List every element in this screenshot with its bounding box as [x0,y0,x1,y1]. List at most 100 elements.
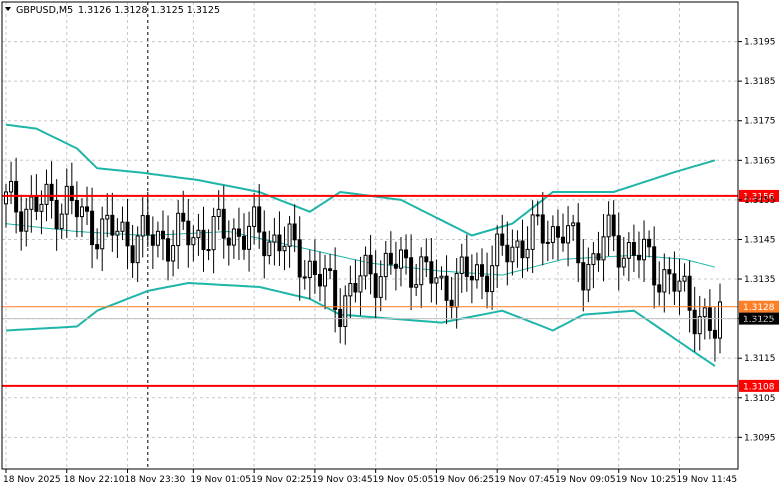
candle-body [130,245,135,264]
candle-body [444,275,449,301]
candle-body [155,230,160,246]
candle-body [206,249,211,252]
candle-body [277,234,282,252]
band-upper-line [5,123,716,237]
candle-body [302,276,307,279]
candle-body [19,211,24,232]
y-tick-label: 1.3175 [744,117,776,127]
candle-body [677,280,682,292]
candle-body [226,237,231,246]
candle-body [4,191,8,205]
candle-body [312,260,317,275]
x-tick-label: 19 Nov 03:45 [312,475,373,485]
band-lower-line [5,281,716,367]
candle-body [474,264,479,281]
candle-body [540,214,545,244]
candle-body [54,199,59,230]
candle-body [110,214,115,236]
candle-body [510,246,515,263]
candle-body [39,203,44,212]
y-tick-label: 1.3185 [744,77,776,87]
candle-body [242,235,246,250]
candle-body [95,244,100,250]
candle-body [409,257,414,288]
candle-body [652,246,657,286]
candle-body [581,262,586,291]
candle-body [697,316,702,335]
candle-body [196,229,201,239]
candle-body [135,235,140,264]
candle-body [454,272,459,308]
candle-body [687,275,692,311]
x-tick-label: 18 Nov 2025 [3,475,61,485]
y-tick-label: 1.3145 [744,235,776,245]
candle-body [480,264,484,277]
candle-body [383,252,388,278]
y-tick-label: 1.3125 [744,315,776,325]
candle-body [44,183,49,205]
candle-body [606,214,611,238]
candle-body [328,268,333,272]
candle-body [120,221,125,232]
candle-body [419,256,424,286]
candle-body [616,235,621,268]
candle-body [707,307,712,331]
candle-body [105,214,110,220]
candle-body [252,206,257,227]
candle-body [176,212,181,247]
x-tick-label: 18 Nov 22:10 [64,475,125,485]
x-tick-label: 19 Nov 07:45 [494,475,555,485]
level-support-label: 1.3108 [743,382,775,392]
candle-body [555,226,560,238]
candle-body [358,275,363,293]
candle-body [333,270,338,310]
y-tick-label: 1.3095 [744,433,776,443]
candle-body [682,275,687,282]
candle-body [596,253,601,261]
candle-body [702,307,707,318]
candle-body [591,253,596,265]
x-tick-label: 19 Nov 11:45 [676,475,737,485]
level-bid-tag [739,312,779,325]
candle-body [657,284,662,293]
candle-body [171,245,176,262]
candle-body [247,225,252,250]
candle-body [636,254,641,261]
candle-body [424,256,429,263]
candle-body [24,208,29,232]
candle-body [642,238,647,261]
candle-body [59,213,64,230]
candle-body [500,233,505,246]
candle-body [166,238,171,262]
candle-body [297,239,302,278]
candle-body [69,185,74,202]
candle-body [388,252,393,265]
candle-body [100,218,105,250]
chart-ohlc: 1.3126 1.3128 1.3125 1.3125 [78,5,220,16]
level-resistance-label: 1.3156 [743,192,775,202]
candle-body [647,238,652,248]
candle-body [434,277,439,284]
candle-body [393,263,398,269]
candle-body [181,212,186,222]
y-tick-label: 1.3165 [744,156,776,166]
level-bid-label: 1.3125 [743,315,775,325]
x-tick-label: 19 Nov 01:05 [190,475,251,485]
candle-body [201,229,206,251]
candle-body [231,228,236,246]
candle-body [545,241,550,244]
candle-body [115,230,120,236]
candle-body [267,241,272,257]
candle-body [216,208,221,218]
candle-body [145,215,150,236]
candle-body [464,256,469,277]
candle-body [520,240,525,259]
x-tick-label: 18 Nov 23:30 [125,475,186,485]
candle-body [363,254,368,277]
candle-body [414,284,419,288]
triangle-down-icon[interactable] [5,7,11,11]
level-support-tag [739,379,779,392]
candle-body [221,208,226,239]
